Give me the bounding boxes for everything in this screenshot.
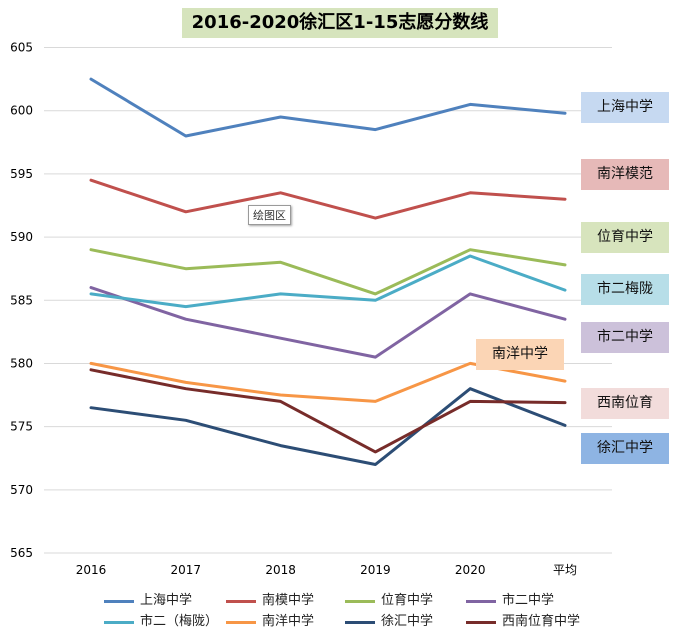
annotation-label: 西南位育	[581, 388, 669, 419]
y-tick-label: 600	[10, 104, 33, 118]
annotation-label: 南洋中学	[476, 339, 564, 370]
legend-item: 市二（梅陇）	[104, 614, 222, 630]
legend-swatch	[345, 621, 375, 624]
legend-item: 南洋中学	[226, 614, 344, 630]
x-tick-label: 2016	[76, 563, 107, 577]
y-tick-label: 595	[10, 167, 33, 181]
legend-swatch	[466, 621, 496, 624]
legend-item: 上海中学	[104, 593, 222, 609]
legend-swatch	[104, 621, 134, 624]
legend-item: 位育中学	[345, 593, 463, 609]
annotation-label: 徐汇中学	[581, 433, 669, 464]
series-line	[89, 77, 567, 138]
x-tick-label: 2018	[265, 563, 296, 577]
annotation-label: 上海中学	[581, 92, 669, 123]
series-line	[89, 286, 567, 359]
legend-label: 南模中学	[262, 593, 315, 608]
legend-label: 位育中学	[381, 593, 434, 608]
legend-swatch	[104, 600, 134, 603]
x-tick-label: 平均	[553, 563, 577, 577]
legend-swatch	[466, 600, 496, 603]
y-tick-label: 565	[10, 546, 33, 560]
annotation-label: 南洋模范	[581, 159, 669, 190]
legend-label: 上海中学	[140, 593, 193, 608]
annotation-label: 位育中学	[581, 222, 669, 253]
series-line	[89, 387, 567, 466]
series-line	[89, 368, 567, 454]
y-tick-label: 575	[10, 420, 33, 434]
series-line	[89, 254, 567, 309]
legend-label: 市二（梅陇）	[140, 614, 219, 629]
chart-title-background	[182, 8, 498, 38]
legend-label: 市二中学	[502, 593, 555, 608]
y-tick-label: 590	[10, 230, 33, 244]
series-line	[89, 248, 567, 296]
legend-label: 徐汇中学	[381, 614, 434, 629]
legend-label: 南洋中学	[262, 614, 315, 629]
y-tick-label: 580	[10, 356, 33, 370]
legend-swatch	[345, 600, 375, 603]
x-tick-label: 2017	[171, 563, 202, 577]
legend-item: 徐汇中学	[345, 614, 463, 630]
legend-swatch	[226, 621, 256, 624]
legend-item: 西南位育中学	[466, 614, 584, 630]
y-tick-label: 605	[10, 41, 33, 55]
legend-label: 西南位育中学	[502, 614, 581, 629]
legend-item: 市二中学	[466, 593, 584, 609]
plot-area-tooltip: 绘图区	[248, 205, 291, 225]
y-tick-label: 570	[10, 483, 33, 497]
x-tick-label: 2020	[455, 563, 486, 577]
annotation-label: 市二中学	[581, 322, 669, 353]
annotation-label: 市二梅陇	[581, 274, 669, 305]
x-tick-label: 2019	[360, 563, 391, 577]
legend-swatch	[226, 600, 256, 603]
series-line	[89, 178, 567, 220]
legend-item: 南模中学	[226, 593, 344, 609]
chart-title: 2016-2020徐汇区1-15志愿分数线	[191, 12, 489, 33]
y-tick-label: 585	[10, 293, 33, 307]
